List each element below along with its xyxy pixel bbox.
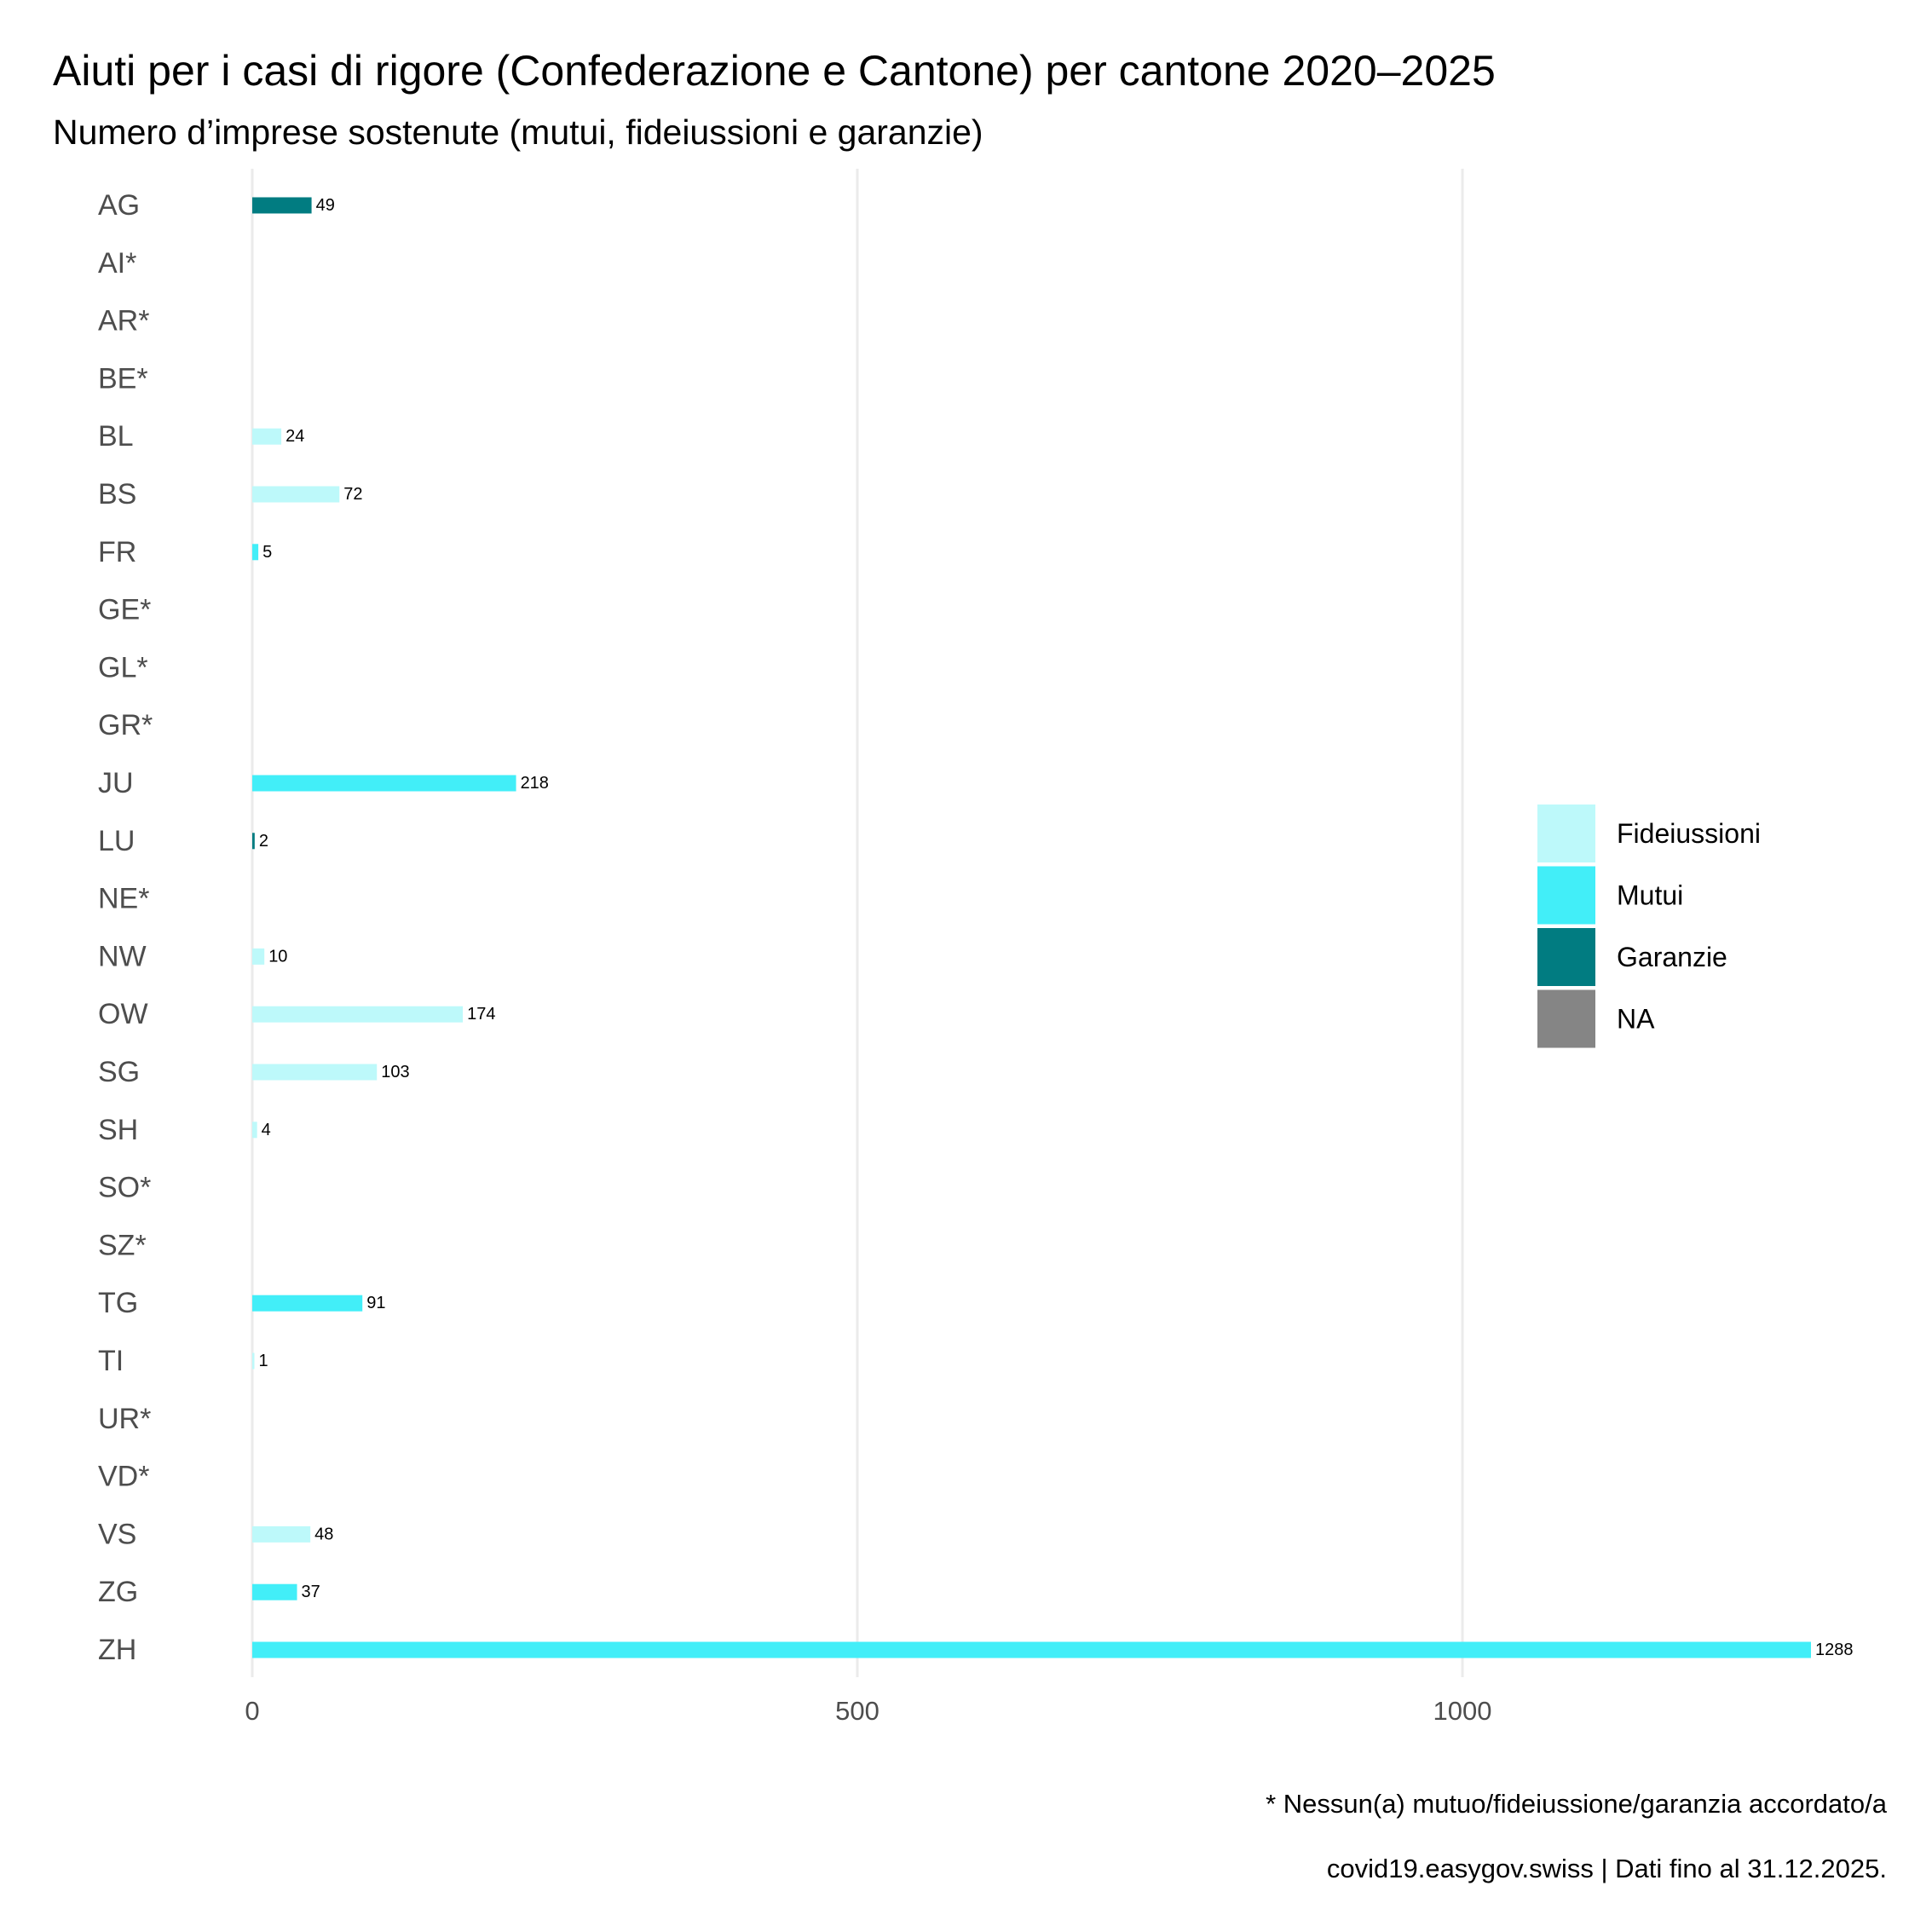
- caption: * Nessun(a) mutuo/fideiussione/garanzia …: [1266, 1789, 1888, 1883]
- chart-title: Aiuti per i casi di rigore (Confederazio…: [53, 47, 1496, 95]
- value-label-sg: 103: [381, 1063, 409, 1081]
- category-label-be: BE*: [98, 362, 148, 395]
- category-label-gr: GR*: [98, 709, 153, 741]
- chart-subtitle: Numero d’imprese sostenute (mutui, fidei…: [53, 112, 983, 152]
- category-label-nw: NW: [98, 940, 147, 972]
- category-label-ag: AG: [98, 189, 140, 222]
- value-label-lu: 2: [259, 832, 268, 851]
- legend-label-fideiussioni: Fideiussioni: [1617, 818, 1761, 849]
- legend-label-mutui: Mutui: [1617, 880, 1683, 911]
- bar-fr: [252, 544, 259, 561]
- bar-ti: [252, 1352, 255, 1370]
- category-label-sg: SG: [98, 1056, 140, 1088]
- bar-vs: [252, 1525, 311, 1543]
- bar-sg: [252, 1064, 378, 1081]
- value-label-bl: 24: [285, 427, 304, 446]
- value-label-sh: 4: [262, 1121, 271, 1139]
- value-label-nw: 10: [268, 947, 287, 966]
- category-label-ti: TI: [98, 1345, 124, 1377]
- caption-line-1: * Nessun(a) mutuo/fideiussione/garanzia …: [1266, 1789, 1888, 1819]
- category-label-bl: BL: [98, 420, 134, 453]
- bar-ow: [252, 1006, 464, 1023]
- value-label-fr: 5: [262, 543, 272, 562]
- caption-line-2: covid19.easygov.swiss | Dati fino al 31.…: [1327, 1854, 1887, 1883]
- category-label-zg: ZG: [98, 1576, 138, 1608]
- category-label-vd: VD*: [98, 1461, 149, 1493]
- x-axis-tick-labels: 0 500 1000: [245, 1696, 1491, 1726]
- category-label-vs: VS: [98, 1518, 136, 1550]
- category-label-ge: GE*: [98, 594, 151, 626]
- x-tick-label-0: 0: [245, 1696, 259, 1726]
- category-label-ow: OW: [98, 998, 148, 1030]
- value-label-ju: 218: [521, 774, 549, 793]
- category-label-ai: AI*: [98, 247, 136, 280]
- category-label-ar: AR*: [98, 305, 149, 337]
- category-label-bs: BS: [98, 478, 136, 510]
- y-axis-category-labels: AG AI* AR* BE* BL BS FR GE* GL* GR* JU LU NE* NW OW SG S…: [98, 189, 153, 1666]
- bar-ju: [252, 775, 516, 792]
- value-label-vs: 48: [314, 1525, 333, 1543]
- category-label-tg: TG: [98, 1287, 138, 1319]
- value-label-zg: 37: [302, 1583, 320, 1601]
- value-label-tg: 91: [366, 1294, 385, 1312]
- legend-swatch-garanzie: [1537, 928, 1595, 986]
- legend-label-garanzie: Garanzie: [1617, 942, 1727, 972]
- category-label-sz: SZ*: [98, 1229, 147, 1261]
- value-label-zh: 1288: [1815, 1641, 1854, 1659]
- legend-swatch-na: [1537, 989, 1595, 1048]
- bar-zh: [252, 1641, 1811, 1658]
- legend-swatch-mutui: [1537, 866, 1595, 925]
- bar-lu: [252, 833, 255, 850]
- category-label-fr: FR: [98, 536, 136, 568]
- category-label-ur: UR*: [98, 1403, 151, 1435]
- category-label-so: SO*: [98, 1172, 151, 1204]
- bar-bs: [252, 486, 340, 503]
- category-label-gl: GL*: [98, 651, 148, 683]
- bars: 49 24 72 5 218 2 10 174 103 4 91 1 48 37 1288: [252, 196, 1854, 1659]
- bar-zg: [252, 1583, 297, 1600]
- category-label-sh: SH: [98, 1114, 138, 1146]
- bar-bl: [252, 428, 282, 445]
- category-label-ne: NE*: [98, 883, 149, 915]
- bar-nw: [252, 948, 265, 965]
- category-label-ju: JU: [98, 767, 134, 799]
- x-tick-label-500: 500: [835, 1696, 879, 1726]
- value-label-ow: 174: [467, 1005, 495, 1024]
- x-tick-label-1000: 1000: [1433, 1696, 1492, 1726]
- legend-label-na: NA: [1617, 1004, 1655, 1035]
- bar-ag: [252, 197, 312, 214]
- category-label-lu: LU: [98, 825, 135, 857]
- value-label-ti: 1: [259, 1352, 268, 1370]
- legend-swatch-fideiussioni: [1537, 805, 1595, 862]
- value-label-ag: 49: [316, 196, 335, 215]
- legend: Fideiussioni Mutui Garanzie NA: [1537, 805, 1761, 1048]
- bar-sh: [252, 1122, 257, 1139]
- category-label-zh: ZH: [98, 1634, 136, 1666]
- bar-tg: [252, 1295, 363, 1312]
- value-label-bs: 72: [343, 485, 362, 504]
- gridlines: [251, 169, 1464, 1677]
